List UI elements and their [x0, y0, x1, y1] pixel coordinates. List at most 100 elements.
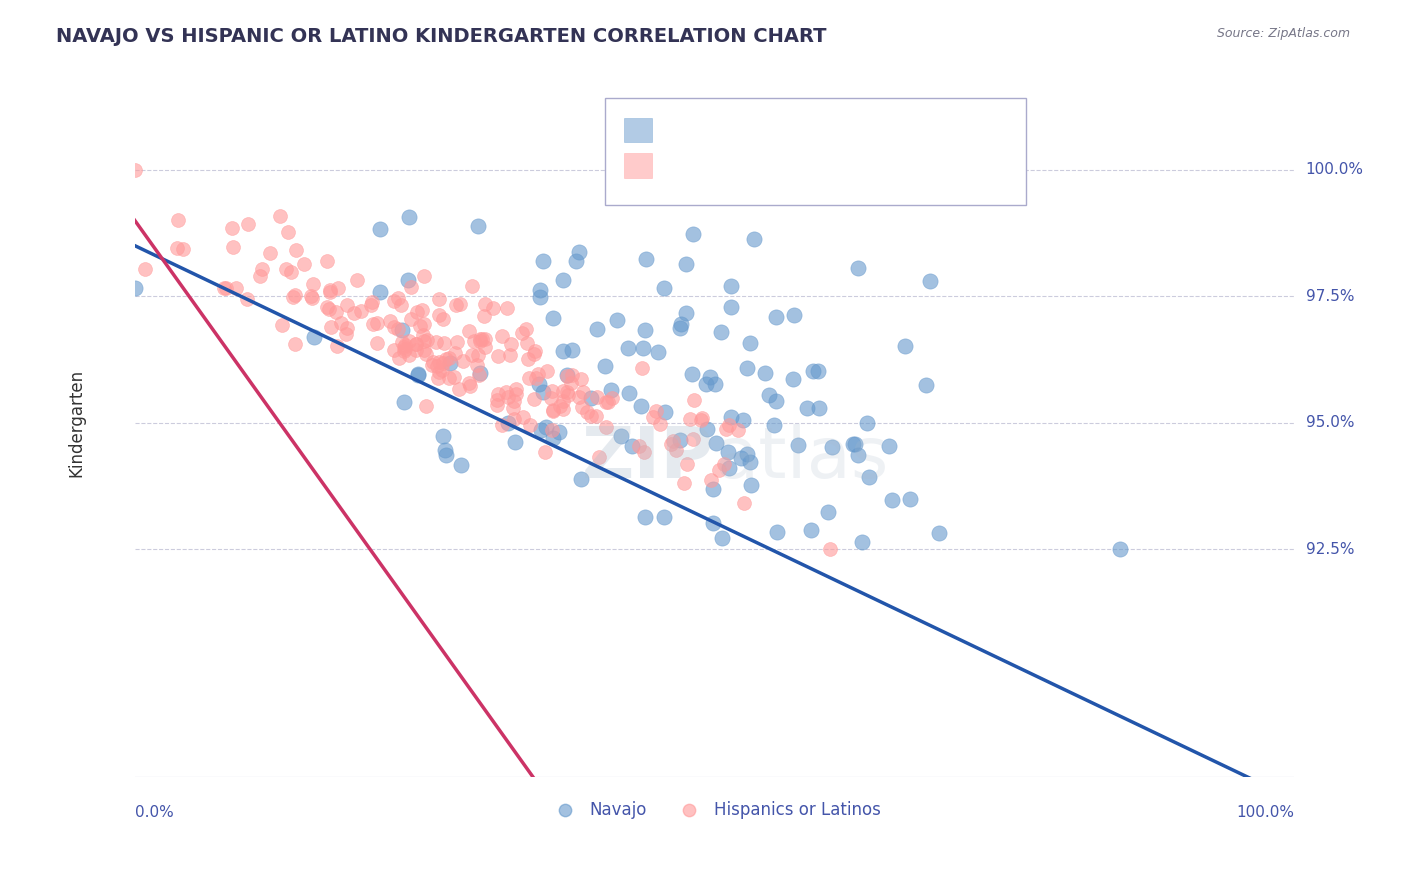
Point [366, 316, 388, 330]
Point [401, 280, 423, 294]
Point [387, 322, 409, 336]
Point [512, 410, 534, 425]
Point [650, 417, 672, 431]
Point [486, 393, 509, 408]
Point [530, 423, 553, 437]
Point [491, 329, 513, 343]
Point [735, 361, 758, 376]
Point [460, 378, 482, 392]
Text: ZIP: ZIP [582, 424, 714, 492]
Point [512, 326, 534, 341]
Point [408, 368, 430, 383]
Point [335, 326, 357, 341]
Point [517, 352, 540, 367]
Point [437, 370, 460, 384]
Point [468, 334, 491, 349]
Point [405, 336, 427, 351]
Point [720, 278, 742, 293]
Point [634, 323, 657, 337]
Point [498, 390, 520, 404]
Point [782, 309, 804, 323]
Point [319, 285, 342, 299]
Point [782, 372, 804, 386]
Point [457, 324, 479, 338]
Point [409, 318, 432, 333]
Point [598, 395, 620, 409]
Point [540, 392, 562, 406]
Point [360, 298, 382, 312]
Point [319, 320, 342, 334]
Point [717, 445, 740, 459]
Point [301, 291, 323, 305]
Point [720, 409, 742, 424]
Point [735, 447, 758, 461]
Point [517, 371, 540, 385]
Point [474, 297, 496, 311]
Point [634, 509, 657, 524]
Point [742, 232, 765, 246]
Text: 92.5%: 92.5% [1306, 541, 1354, 557]
Point [579, 409, 602, 423]
Point [654, 405, 676, 419]
Point [713, 457, 735, 471]
Point [541, 423, 564, 437]
Point [893, 339, 915, 353]
Point [502, 401, 524, 415]
Point [561, 343, 583, 357]
Point [820, 542, 842, 557]
Point [361, 294, 384, 309]
Point [531, 253, 554, 268]
Point [595, 419, 617, 434]
Point [641, 409, 664, 424]
Point [472, 309, 495, 323]
Point [405, 305, 427, 319]
Point [572, 384, 595, 399]
Point [299, 289, 322, 303]
Point [496, 416, 519, 430]
Point [631, 341, 654, 355]
Point [302, 330, 325, 344]
Point [284, 337, 307, 351]
Point [427, 355, 450, 369]
Point [416, 333, 439, 347]
Point [606, 313, 628, 327]
Point [430, 363, 453, 377]
Point [398, 210, 420, 224]
Point [679, 412, 702, 426]
Point [900, 162, 922, 177]
Point [617, 386, 640, 401]
Point [714, 422, 737, 436]
Point [412, 268, 434, 283]
Point [555, 385, 578, 400]
Point [444, 346, 467, 360]
Point [731, 413, 754, 427]
Point [426, 359, 449, 373]
Point [636, 252, 658, 266]
Point [292, 257, 315, 271]
Point [336, 321, 359, 335]
Point [740, 455, 762, 469]
Text: R = -0.496   N = 115: R = -0.496 N = 115 [647, 120, 820, 138]
Point [851, 535, 873, 549]
Point [427, 293, 450, 307]
Point [450, 458, 472, 473]
Point [420, 358, 443, 372]
Point [486, 387, 509, 401]
Point [683, 392, 706, 407]
Point [432, 356, 454, 370]
Point [568, 244, 591, 259]
Point [413, 318, 436, 332]
Point [166, 241, 188, 255]
Point [534, 419, 557, 434]
Point [709, 463, 731, 477]
Point [415, 399, 437, 413]
Point [503, 412, 526, 426]
Point [665, 442, 688, 457]
Point [527, 368, 550, 382]
Point [569, 472, 592, 486]
Point [800, 523, 823, 537]
Point [765, 310, 787, 324]
Point [550, 399, 572, 413]
Point [740, 478, 762, 492]
Point [652, 510, 675, 524]
